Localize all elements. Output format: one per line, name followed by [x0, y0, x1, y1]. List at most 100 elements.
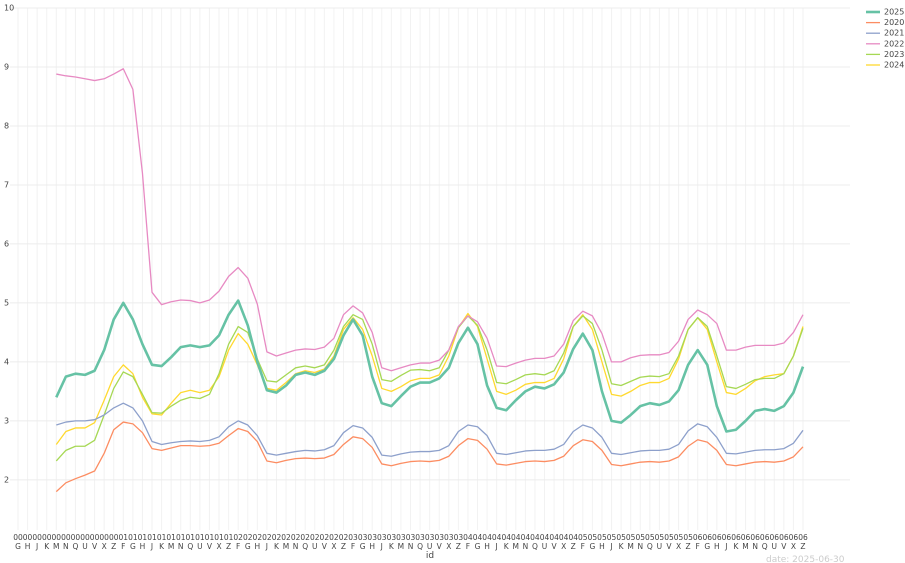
x-tick-label: 03 H — [367, 533, 377, 551]
x-tick-label: 00 Q — [70, 533, 81, 551]
x-tick-label: 03 X — [444, 533, 454, 551]
x-tick-label: 06 G — [702, 533, 713, 551]
x-tick-label: 05 M — [625, 533, 636, 551]
y-tick-label: 9 — [4, 62, 9, 71]
x-tick-label: 04 J — [491, 533, 502, 551]
x-tick-label: 06 J — [721, 533, 732, 551]
x-tick-label: 06 U — [769, 533, 780, 551]
x-tick-label: 03 V — [434, 533, 444, 551]
y-tick-label: 6 — [4, 239, 9, 248]
x-tick-label: 03 K — [386, 533, 397, 551]
x-tick-label: 05 H — [597, 533, 607, 551]
x-axis-title: id — [425, 551, 435, 561]
series-line — [55, 421, 804, 493]
legend-label: 2023 — [884, 50, 904, 59]
x-tick-label: 01 U — [195, 533, 205, 551]
x-tick-label: 03 G — [357, 533, 368, 551]
x-tick-label: 04 Q — [530, 533, 540, 551]
x-tick-label: 04 K — [501, 533, 511, 551]
annotation: date: 2025-06-30 — [766, 555, 845, 563]
x-tick-label: 02 U — [309, 533, 320, 551]
x-tick-label: 03 F — [348, 533, 358, 551]
legend-label: 2021 — [884, 29, 904, 38]
x-tick-label: 00 Z — [108, 533, 119, 551]
series-line — [55, 299, 805, 433]
x-tick-label: 03 Q — [415, 533, 425, 551]
x-tick-label: 00 V — [89, 533, 100, 551]
x-tick-label: 02 Z — [338, 533, 349, 551]
x-tick-label: 00 N — [61, 533, 71, 551]
x-tick-label: 02 G — [242, 533, 253, 551]
legend-label: 2022 — [884, 39, 904, 48]
x-tick-label: 05 Q — [645, 533, 655, 551]
series-line — [55, 312, 804, 445]
x-tick-label: 01 F — [118, 533, 129, 551]
x-tick-label: 00 K — [41, 533, 52, 551]
y-tick-label: 8 — [4, 121, 9, 130]
y-tick-label: 5 — [4, 298, 9, 307]
x-tick-label: 06 Q — [759, 533, 770, 551]
x-tick-label: 00 X — [99, 533, 109, 551]
x-tick-label: 02 M — [281, 533, 291, 551]
x-tick-label: 06 F — [692, 533, 703, 551]
x-tick-label: 02 V — [319, 533, 330, 551]
x-tick-label: 01 J — [147, 533, 157, 551]
x-tick-label: 02 J — [262, 533, 272, 551]
x-tick-label: 03 U — [424, 533, 435, 551]
x-tick-label: 05 V — [664, 533, 674, 551]
x-tick-label: 06 V — [779, 533, 789, 551]
x-tick-label: 02 X — [329, 533, 339, 551]
x-tick-label: 01 N — [175, 533, 186, 551]
x-tick-label: 05 Z — [683, 533, 693, 551]
x-tick-label: 06 K — [731, 533, 741, 551]
x-tick-label: 01 V — [204, 533, 215, 551]
x-tick-label: 03 M — [396, 533, 406, 551]
x-tick-label: 06 N — [750, 533, 760, 551]
x-tick-label: 04 N — [520, 533, 531, 551]
x-tick-label: 05 N — [635, 533, 646, 551]
x-tick-label: 05 J — [606, 533, 617, 551]
x-tick-label: 06 X — [788, 533, 799, 551]
x-tick-label: 04 U — [539, 533, 550, 551]
y-tick-label: 7 — [4, 180, 9, 189]
x-tick-label: 04 G — [472, 533, 483, 551]
x-tick-label: 05 F — [578, 533, 588, 551]
x-tick-label: 01 X — [214, 533, 224, 551]
x-tick-label: 03 Z — [453, 533, 464, 551]
x-tick-label: 03 J — [376, 533, 387, 551]
x-tick-label: 02 N — [290, 533, 301, 551]
x-tick-label: 00 G — [13, 533, 23, 551]
x-tick-label: 06 H — [712, 533, 722, 551]
legend-label: 2024 — [884, 61, 904, 70]
x-tick-label: 05 G — [587, 533, 598, 551]
x-tick-label: 05 X — [673, 533, 684, 551]
legend-label: 2020 — [884, 18, 904, 27]
x-tick-label: 00 M — [51, 533, 62, 551]
x-tick-label: 01 K — [156, 533, 167, 551]
x-tick-label: 05 K — [616, 533, 626, 551]
x-tick-label: 01 Z — [223, 533, 234, 551]
x-tick-label: 06 Z — [798, 533, 808, 551]
x-tick-label: 01 Q — [185, 533, 196, 551]
x-tick-label: 00 J — [32, 533, 42, 551]
x-tick-label: 04 M — [511, 533, 521, 551]
x-tick-label: 05 U — [654, 533, 665, 551]
x-tick-label: 04 Z — [568, 533, 578, 551]
x-tick-label: 01 M — [166, 533, 176, 551]
x-tick-label: 03 N — [405, 533, 416, 551]
y-tick-label: 2 — [4, 475, 9, 484]
y-tick-label: 3 — [4, 416, 9, 425]
x-tick-label: 02 H — [252, 533, 263, 551]
x-tick-label: 02 F — [233, 533, 243, 551]
x-tick-label: 04 V — [549, 533, 559, 551]
x-tick-label: 01 H — [137, 533, 148, 551]
y-tick-label: 10 — [4, 4, 14, 13]
x-tick-label: 00 H — [22, 533, 33, 551]
x-tick-label: 06 M — [740, 533, 751, 551]
x-tick-label: 02 Q — [300, 533, 310, 551]
series-line — [56, 68, 804, 372]
series-line — [55, 314, 804, 462]
x-tick-label: 00 U — [80, 533, 90, 551]
